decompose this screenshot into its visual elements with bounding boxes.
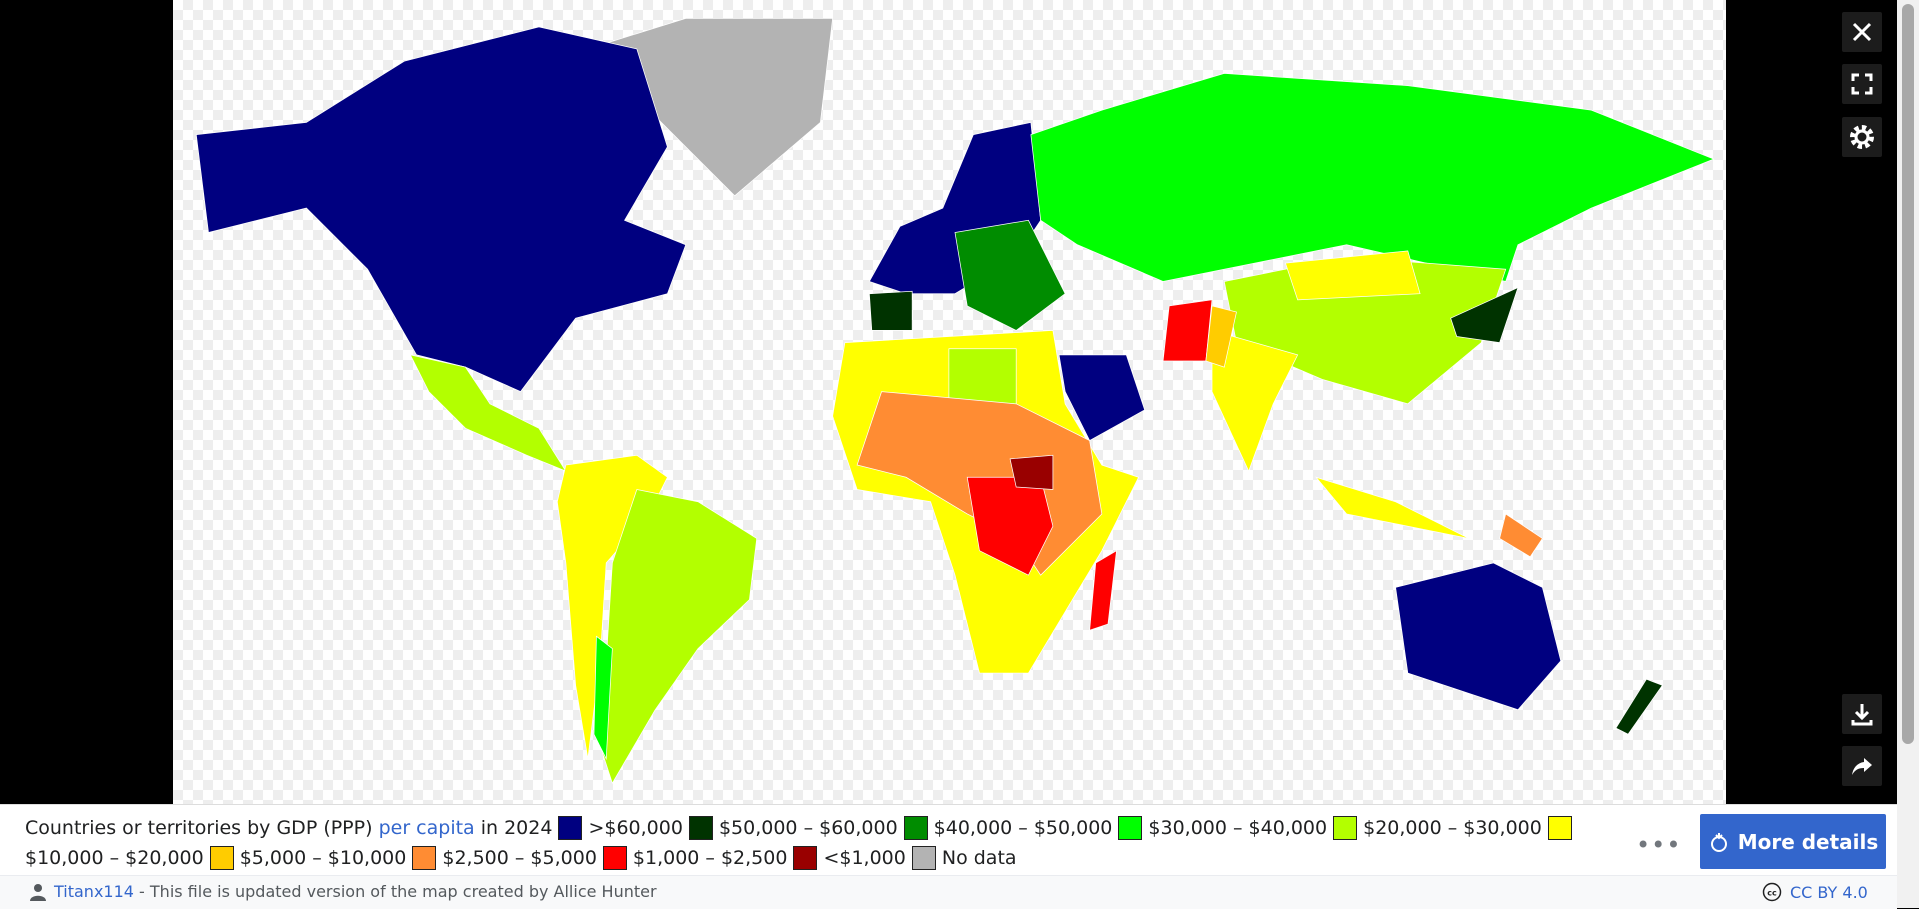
fullscreen-button[interactable] xyxy=(1842,64,1882,104)
legend: >$60,000 $50,000 – $60,000 $40,000 – $50,0… xyxy=(25,816,1578,870)
legend-swatch xyxy=(412,846,437,870)
legend-swatch xyxy=(558,816,583,840)
legend-label: $2,500 – $5,000 xyxy=(442,847,597,869)
legend-swatch xyxy=(1547,816,1572,840)
legend-swatch xyxy=(903,816,928,840)
legend-label: >$60,000 xyxy=(588,817,683,839)
world-map xyxy=(195,17,1715,785)
legend-label: $40,000 – $50,000 xyxy=(933,817,1113,839)
caption-suffix: in 2024 xyxy=(480,817,553,839)
caption-link[interactable]: per capita xyxy=(378,817,475,839)
footer: Titanx114 - This file is updated version… xyxy=(0,875,1897,909)
settings-button[interactable] xyxy=(1842,117,1882,157)
legend-swatch xyxy=(602,846,627,870)
legend-label: No data xyxy=(941,847,1017,869)
legend-swatch xyxy=(1118,816,1143,840)
scrollbar-thumb[interactable] xyxy=(1902,4,1914,744)
close-button[interactable] xyxy=(1842,12,1882,52)
image-stage xyxy=(173,0,1882,804)
license[interactable]: cc CC BY 4.0 xyxy=(1762,882,1868,902)
svg-text:cc: cc xyxy=(1767,889,1777,898)
share-button[interactable] xyxy=(1842,746,1882,786)
scrollbar[interactable] xyxy=(1897,0,1919,908)
legend-swatch xyxy=(793,846,818,870)
legend-label: $10,000 – $20,000 xyxy=(25,847,204,869)
legend-swatch xyxy=(209,846,234,870)
author-info: Titanx114 - This file is updated version… xyxy=(30,882,657,901)
legend-label: $20,000 – $30,000 xyxy=(1363,817,1542,839)
legend-label: $5,000 – $10,000 xyxy=(239,847,407,869)
caption-title: Countries or territories by GDP (PPP) xyxy=(25,817,373,839)
button-label: More details xyxy=(1737,829,1879,854)
description: - This file is updated version of the ma… xyxy=(133,882,657,901)
legend-label: <$1,000 xyxy=(823,847,906,869)
download-button[interactable] xyxy=(1842,694,1882,734)
legend-label: $50,000 – $60,000 xyxy=(718,817,898,839)
legend-swatch xyxy=(688,816,713,840)
caption-panel: Countries or territories by GDP (PPP) pe… xyxy=(0,804,1897,876)
caption: Countries or territories by GDP (PPP) pe… xyxy=(25,813,1605,873)
legend-label: $30,000 – $40,000 xyxy=(1148,817,1328,839)
more-options[interactable]: ••• xyxy=(1636,831,1682,859)
author-link[interactable]: Titanx114 xyxy=(54,882,134,901)
legend-swatch xyxy=(1333,816,1358,840)
license-text: CC BY 4.0 xyxy=(1790,882,1868,902)
legend-swatch xyxy=(911,846,936,870)
map-image xyxy=(173,0,1726,804)
legend-label: $1,000 – $2,500 xyxy=(632,847,788,869)
more-details-button[interactable]: More details xyxy=(1700,814,1886,869)
